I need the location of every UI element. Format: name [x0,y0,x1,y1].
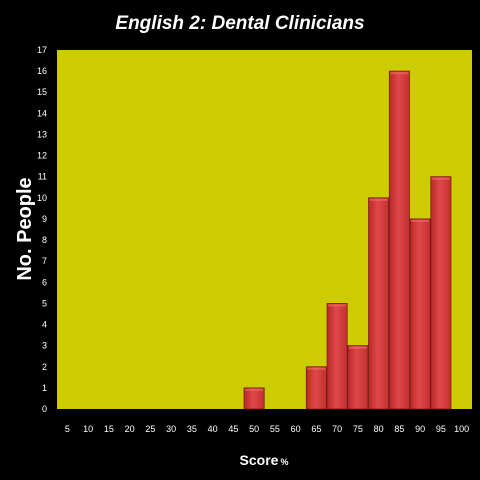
x-tick-label: 55 [270,424,280,434]
x-tick-label: 85 [394,424,404,434]
y-tick-label: 15 [37,87,47,97]
bar-highlight [328,304,347,307]
x-tick-label: 65 [311,424,321,434]
x-axis-label-unit: % [280,457,288,467]
bar-highlight [411,219,430,222]
x-axis-label-text: Score [240,452,279,468]
x-tick-label: 40 [208,424,218,434]
x-tick-label: 30 [166,424,176,434]
bar-85 [388,70,410,410]
bar-75 [347,345,369,410]
bar-95 [430,176,452,410]
x-tick-label: 80 [374,424,384,434]
y-tick-label: 3 [42,341,47,351]
y-tick-label: 6 [42,277,47,287]
y-tick-label: 5 [42,298,47,308]
bars [243,70,452,410]
y-tick-label: 7 [42,256,47,266]
y-tick-label: 1 [42,383,47,393]
y-tick-label: 10 [37,193,47,203]
bar-highlight [348,346,367,349]
x-tick-label: 15 [104,424,114,434]
y-axis-label: No. People [14,177,36,280]
y-tick-label: 4 [42,320,47,330]
y-tick-label: 14 [37,108,47,118]
y-tick-label: 11 [38,172,47,182]
x-tick-label: 70 [332,424,342,434]
y-tick-label: 13 [37,129,47,139]
x-axis-label: Score% [240,452,289,468]
x-tick-label: 50 [249,424,259,434]
bar-highlight [245,388,264,391]
y-tick-label: 16 [37,66,47,76]
bar-90 [409,218,431,410]
chart-title: English 2: Dental Clinicians [115,13,364,34]
x-tick-label: 95 [436,424,446,434]
bar-80 [368,197,390,410]
y-tick-label: 2 [42,362,47,372]
x-tick-label: 45 [228,424,238,434]
bar-highlight [307,367,326,370]
y-tick-label: 0 [42,404,47,414]
y-tick-label: 9 [42,214,47,224]
y-tick-label: 12 [37,151,47,161]
bar-highlight [390,72,409,75]
x-tick-label: 90 [415,424,425,434]
x-tick-label: 20 [125,424,135,434]
x-tick-label: 35 [187,424,197,434]
bar-highlight [369,198,388,201]
x-axis-ticks: 5 10 15 20 25 30 35 40 45 50 55 60 65 70 75 80 85 90 95 100 [65,424,469,434]
x-tick-label: 75 [353,424,363,434]
x-tick-label: 5 [65,424,70,434]
x-tick-label: 10 [83,424,93,434]
bar-50 [243,387,265,410]
bar-highlight [431,177,450,180]
bar-65 [305,366,327,410]
x-tick-label: 60 [291,424,301,434]
bar-70 [326,303,348,410]
x-tick-label: 100 [454,424,469,434]
x-tick-label: 25 [145,424,155,434]
y-tick-label: 8 [42,235,47,245]
y-tick-label: 17 [37,45,47,55]
